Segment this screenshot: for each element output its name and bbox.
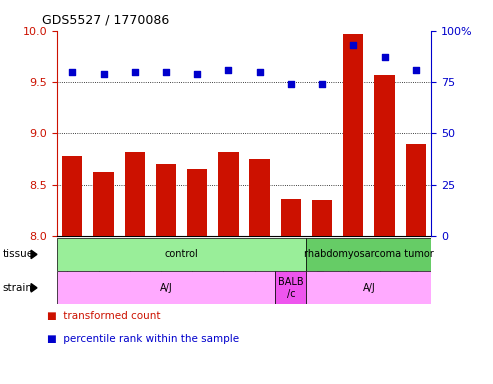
Point — [131, 69, 139, 75]
Text: ■  percentile rank within the sample: ■ percentile rank within the sample — [47, 334, 239, 344]
Text: A/J: A/J — [160, 283, 173, 293]
Text: BALB
/c: BALB /c — [278, 277, 304, 299]
Bar — [312, 200, 332, 236]
Point — [162, 69, 170, 75]
Text: control: control — [165, 249, 199, 260]
Bar — [307, 238, 431, 271]
Text: ■  transformed count: ■ transformed count — [47, 311, 160, 321]
Point — [318, 81, 326, 87]
Point — [287, 81, 295, 87]
Bar — [406, 144, 426, 236]
FancyArrow shape — [31, 250, 37, 259]
Bar — [275, 271, 307, 304]
FancyArrow shape — [31, 283, 37, 292]
Text: A/J: A/J — [362, 283, 375, 293]
Point — [100, 71, 107, 77]
Text: GDS5527 / 1770086: GDS5527 / 1770086 — [42, 14, 169, 27]
Bar — [125, 152, 145, 236]
Bar — [93, 172, 114, 236]
Bar — [281, 199, 301, 236]
Point — [224, 67, 232, 73]
Bar — [57, 271, 275, 304]
Point — [256, 69, 264, 75]
Point — [412, 67, 420, 73]
Point — [69, 69, 76, 75]
Bar — [187, 169, 208, 236]
Bar — [343, 34, 363, 236]
Bar — [218, 152, 239, 236]
Bar — [156, 164, 176, 236]
Point — [350, 42, 357, 48]
Text: rhabdomyosarcoma tumor: rhabdomyosarcoma tumor — [304, 249, 434, 260]
Bar — [249, 159, 270, 236]
Bar — [62, 156, 82, 236]
Point — [381, 55, 388, 61]
Bar — [307, 271, 431, 304]
Bar — [374, 75, 395, 236]
Point — [193, 71, 201, 77]
Bar — [57, 238, 307, 271]
Text: strain: strain — [2, 283, 33, 293]
Text: tissue: tissue — [2, 249, 34, 260]
